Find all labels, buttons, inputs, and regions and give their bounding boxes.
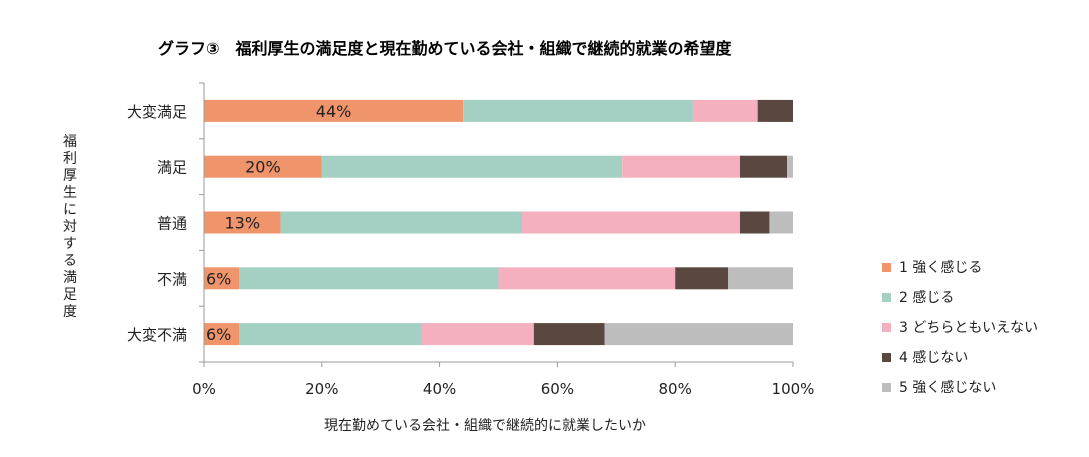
legend-swatch (882, 323, 891, 332)
legend-label: 1 強く感じる (899, 259, 982, 276)
legend-label: 3 どちらともいえない (899, 320, 1038, 336)
y-axis-label-char: 厚 (63, 168, 77, 184)
x-tick-label: 20% (305, 380, 338, 398)
bar-segment (204, 323, 240, 346)
category-label: 大変満足 (127, 103, 187, 121)
data-label: 6% (206, 325, 231, 344)
bar-segment (787, 155, 793, 178)
data-label: 13% (225, 214, 261, 233)
data-label: 6% (206, 269, 231, 288)
bar-segment (522, 211, 740, 234)
bar-segment (675, 267, 729, 290)
bar-segment (239, 323, 422, 346)
bar-segment (204, 155, 322, 178)
bar-segment (321, 155, 623, 178)
y-axis-label-char: 利 (63, 151, 77, 167)
legend-label: 2 感じる (899, 289, 954, 306)
bar-segment (280, 211, 523, 234)
x-tick-label: 100% (772, 380, 815, 398)
bar-segment (204, 267, 240, 290)
category-label: 大変不満 (127, 326, 187, 344)
x-tick-label: 60% (541, 380, 574, 398)
bar-segment (421, 323, 534, 346)
bar-segment (692, 99, 758, 122)
legend-swatch (882, 263, 891, 272)
legend-label: 5 強く感じない (899, 379, 996, 396)
bar-segment (463, 99, 693, 122)
x-tick-label: 40% (423, 380, 456, 398)
category-label: 普通 (157, 215, 187, 233)
y-axis-label-char: 足 (63, 287, 77, 303)
bars: 44% 20% 13% 6% 6% (204, 99, 793, 346)
bar-segment (204, 211, 281, 234)
x-axis-label: 現在勤めている会社・組織で継続的に就業したいか (324, 417, 646, 434)
y-axis-label-char: る (63, 253, 77, 269)
x-axis (199, 82, 794, 367)
category-label: 不満 (157, 270, 187, 288)
bar-segment (739, 155, 788, 178)
bar-segment (498, 267, 676, 290)
y-axis-label-char: に (63, 202, 77, 218)
bar-segment (769, 211, 793, 234)
bar-segment (757, 99, 793, 122)
bar-segment (604, 323, 793, 346)
legend-swatch (882, 353, 891, 362)
legend-swatch (882, 383, 891, 392)
category-label: 満足 (157, 159, 187, 177)
bar-segment (622, 155, 740, 178)
y-axis-label-char: す (63, 236, 77, 252)
legend: 1 強く感じる 2 感じる 3 どちらともいえない 4 感じない 5 強く感じない (882, 259, 1038, 396)
x-tick-label: 0% (192, 380, 216, 398)
chart-title: グラフ③ 福利厚生の満足度と現在勤めている会社・組織で継続的就業の希望度 (158, 39, 733, 58)
legend-swatch (882, 293, 891, 302)
y-axis-label-char: 福 (63, 134, 77, 150)
bar-segment (239, 267, 499, 290)
legend-label: 4 感じない (899, 349, 968, 366)
data-label: 44% (316, 102, 352, 121)
bar-segment (739, 211, 770, 234)
bar-segment (533, 323, 605, 346)
bar-segment (728, 267, 793, 290)
y-axis-label-char: 生 (63, 185, 77, 201)
x-tick-labels: 0% 20% 40% 60% 80% 100% (192, 380, 814, 398)
data-label: 20% (245, 158, 281, 177)
y-axis-label-char: 満 (63, 270, 77, 286)
x-tick-label: 80% (659, 380, 692, 398)
y-axis-label-char: 対 (63, 219, 77, 235)
y-axis-label-char: 度 (63, 304, 77, 320)
bar-segment (204, 99, 464, 122)
